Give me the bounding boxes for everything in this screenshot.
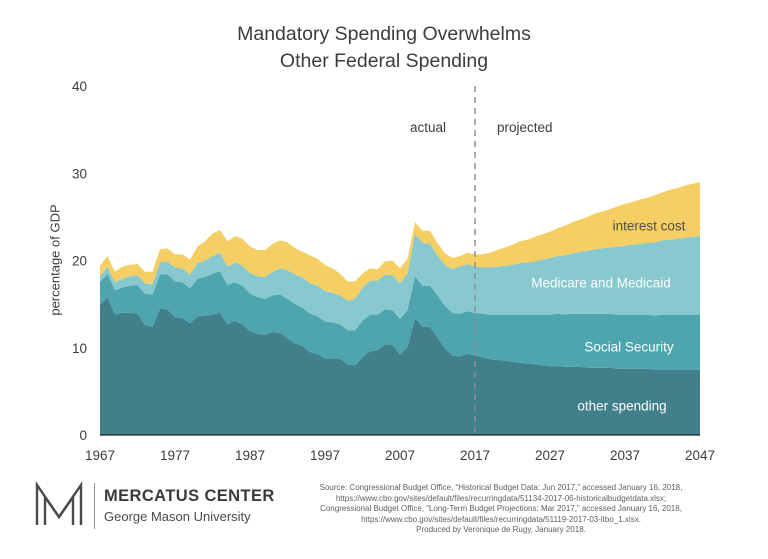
chart-title-line2: Other Federal Spending bbox=[279, 50, 489, 72]
y-tick-label: 10 bbox=[72, 341, 87, 356]
x-tick-label: 2007 bbox=[385, 448, 415, 463]
x-tick-label: 2017 bbox=[460, 448, 490, 463]
x-tick-label: 1967 bbox=[85, 448, 115, 463]
series-label-other-spending: other spending bbox=[577, 398, 667, 414]
area-other-spending bbox=[100, 297, 700, 435]
y-axis-label: percentage of GDP bbox=[47, 204, 63, 316]
logo-title: MERCATUS CENTER bbox=[104, 487, 275, 505]
y-tick-label: 30 bbox=[72, 166, 87, 181]
chart-title: Mandatory Spending Overwhelms Other Fede… bbox=[0, 21, 768, 75]
source-text: Source: Congressional Budget Office, “Hi… bbox=[300, 483, 702, 536]
series-label-social-security: Social Security bbox=[584, 339, 674, 355]
series-label-interest-cost: interest cost bbox=[612, 218, 686, 234]
mercatus-logo-text: MERCATUS CENTER George Mason University bbox=[104, 487, 275, 524]
source-line: https://www.cbo.gov/sites/default/files/… bbox=[361, 514, 641, 524]
x-tick-label: 1997 bbox=[310, 448, 340, 463]
x-tick-label: 2047 bbox=[685, 448, 715, 463]
source-line: Produced by Veronique de Rugy, January 2… bbox=[416, 525, 586, 534]
x-tick-label: 1977 bbox=[160, 448, 190, 463]
chart-title-line1: Mandatory Spending Overwhelms bbox=[237, 23, 531, 45]
y-tick-label: 0 bbox=[79, 428, 87, 443]
x-tick-label: 2027 bbox=[535, 448, 565, 463]
y-tick-label: 20 bbox=[72, 254, 87, 269]
source-line: Source: Congressional Budget Office, “Hi… bbox=[319, 483, 683, 492]
x-tick-label: 2037 bbox=[610, 448, 640, 463]
series-label-medicare-and-medicaid: Medicare and Medicaid bbox=[531, 275, 671, 291]
x-tick-label: 1987 bbox=[235, 448, 265, 463]
source-line: https://www.cbo.gov/sites/default/files/… bbox=[335, 493, 667, 503]
area-medicare-and-medicaid bbox=[100, 233, 700, 331]
y-tick-label: 40 bbox=[72, 79, 87, 94]
mercatus-logo-mark bbox=[33, 479, 85, 532]
area-social-security bbox=[100, 271, 700, 370]
logo-subtitle: George Mason University bbox=[104, 509, 251, 524]
annotation-projected: projected bbox=[497, 120, 553, 135]
mercatus-logo: MERCATUS CENTER George Mason University bbox=[33, 479, 275, 532]
source-line: Congressional Budget Office, “Long-Term … bbox=[320, 504, 682, 513]
area-interest-cost bbox=[100, 182, 700, 301]
annotation-actual: actual bbox=[409, 120, 446, 135]
logo-divider bbox=[94, 482, 95, 529]
